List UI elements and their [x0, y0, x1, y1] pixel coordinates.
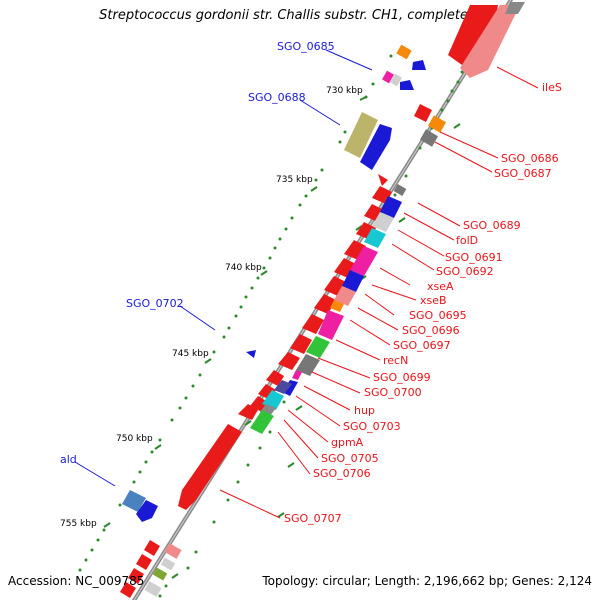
gene-features[interactable] — [120, 2, 525, 598]
gene-SGO_0697[interactable] — [318, 310, 344, 340]
gene-red-c12[interactable] — [266, 370, 284, 386]
label-SGO_0692[interactable]: SGO_0692 — [436, 265, 494, 278]
gene-SGO_0689[interactable] — [393, 184, 407, 196]
label-xseA[interactable]: xseA — [427, 280, 454, 293]
gene-xseB[interactable] — [342, 270, 364, 292]
gene-SGO_0702[interactable] — [246, 350, 256, 358]
gene-SGO_0686[interactable] — [427, 115, 447, 133]
gene-bot-1[interactable] — [144, 540, 160, 556]
scale-label-740: 740 kbp — [225, 263, 262, 273]
gene-bot-gray[interactable] — [160, 557, 176, 571]
gene-orange-1[interactable] — [396, 44, 412, 60]
gene-SGO_0691[interactable] — [372, 212, 394, 232]
label-gpmA[interactable]: gpmA — [331, 436, 364, 449]
label-hup[interactable]: hup — [354, 404, 375, 417]
gene-red-c10[interactable] — [290, 334, 312, 354]
gene-ald[interactable] — [136, 500, 158, 522]
scale-labels: 730 kbp 735 kbp 740 kbp 745 kbp 750 kbp … — [60, 86, 363, 529]
gene-SGO_0700[interactable] — [292, 370, 302, 380]
gene-red-0686a[interactable] — [414, 104, 432, 122]
label-recN[interactable]: recN — [383, 354, 408, 367]
gene-bot-pink[interactable] — [164, 543, 182, 559]
topology-label: Topology: circular; Length: 2,196,662 bp… — [262, 574, 592, 588]
label-SGO_0695[interactable]: SGO_0695 — [409, 309, 467, 322]
label-SGO_0706[interactable]: SGO_0706 — [313, 467, 371, 480]
gene-hup[interactable] — [282, 380, 298, 396]
label-SGO_0700[interactable]: SGO_0700 — [364, 386, 422, 399]
gene-SGO_0696[interactable] — [330, 300, 344, 312]
gene-red-c11[interactable] — [278, 352, 300, 370]
gene-SGO_0689-arrow[interactable] — [378, 174, 388, 186]
scale-label-730: 730 kbp — [326, 86, 363, 96]
leader-lines — [74, 49, 539, 519]
gene-top-gray[interactable] — [505, 2, 525, 14]
scale-label-745: 745 kbp — [172, 349, 209, 359]
label-SGO_0702[interactable]: SGO_0702 — [126, 297, 184, 310]
gene-labels[interactable]: SGO_0685 SGO_0688 SGO_0702 ald ileS SGO_… — [60, 40, 562, 525]
gene-SGO_0692[interactable] — [364, 228, 386, 248]
label-SGO_0703[interactable]: SGO_0703 — [343, 420, 401, 433]
label-SGO_0699[interactable]: SGO_0699 — [373, 371, 431, 384]
gene-SGO_0703[interactable] — [274, 380, 292, 394]
gene-SGO_0688-olive[interactable] — [344, 112, 378, 158]
scale-label-755: 755 kbp — [60, 519, 97, 529]
label-ileS[interactable]: ileS — [542, 81, 562, 94]
gene-SGO_0695[interactable] — [334, 286, 356, 306]
gene-bot-3[interactable] — [128, 568, 144, 584]
gene-pink-1[interactable] — [382, 70, 394, 84]
gene-ileS-pale[interactable] — [460, 5, 520, 78]
gene-silver-1[interactable] — [390, 73, 402, 87]
label-SGO_0689[interactable]: SGO_0689 — [463, 219, 521, 232]
gene-red-c8[interactable] — [314, 294, 336, 314]
gene-folD[interactable] — [380, 196, 402, 218]
gene-SGO_0688[interactable] — [360, 124, 392, 170]
gene-ald-steel[interactable] — [122, 490, 146, 512]
gene-SGO_0706[interactable] — [250, 410, 274, 434]
label-SGO_0707[interactable]: SGO_0707 — [284, 512, 342, 525]
label-ald[interactable]: ald — [60, 453, 77, 466]
scale-label-750: 750 kbp — [116, 434, 153, 444]
label-xseB[interactable]: xseB — [420, 294, 447, 307]
accession-label: Accession: NC_009785 — [8, 574, 145, 588]
label-SGO_0688[interactable]: SGO_0688 — [248, 91, 306, 104]
gene-red-c15[interactable] — [238, 404, 258, 420]
label-SGO_0685[interactable]: SGO_0685 — [277, 40, 335, 53]
gene-SGO_0707[interactable] — [178, 424, 242, 510]
label-SGO_0691[interactable]: SGO_0691 — [445, 251, 503, 264]
gene-bot-4[interactable] — [120, 582, 136, 598]
gene-blue-small[interactable] — [400, 80, 414, 90]
gc-content-track — [78, 52, 475, 598]
label-SGO_0687[interactable]: SGO_0687 — [494, 167, 552, 180]
gene-SGO_0685[interactable] — [412, 60, 426, 70]
genome-title: Streptococcus gordonii str. Challis subs… — [99, 8, 501, 23]
gene-red-c9[interactable] — [302, 314, 324, 334]
label-SGO_0686[interactable]: SGO_0686 — [501, 152, 559, 165]
gene-SGO_0687[interactable] — [419, 129, 439, 147]
label-SGO_0697[interactable]: SGO_0697 — [393, 339, 451, 352]
gene-bot-silver[interactable] — [144, 581, 162, 597]
gene-SGO_0699[interactable] — [296, 354, 320, 376]
label-SGO_0696[interactable]: SGO_0696 — [402, 324, 460, 337]
scale-label-735: 735 kbp — [276, 175, 313, 185]
label-folD[interactable]: folD — [456, 234, 478, 247]
gene-recN[interactable] — [306, 336, 330, 358]
gene-bot-2[interactable] — [136, 554, 152, 570]
label-SGO_0705[interactable]: SGO_0705 — [321, 452, 379, 465]
gene-bot-olive[interactable] — [152, 567, 168, 581]
gene-xseA[interactable] — [350, 246, 378, 276]
